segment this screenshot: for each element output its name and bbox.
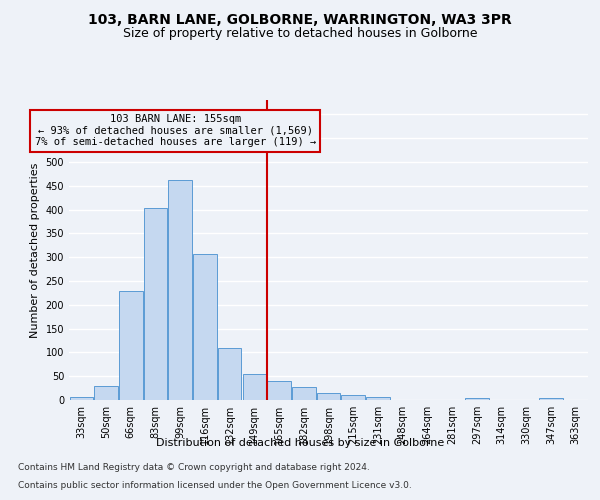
Text: Distribution of detached houses by size in Golborne: Distribution of detached houses by size …	[156, 438, 444, 448]
Bar	[292, 387, 316, 400]
Bar	[144, 208, 167, 400]
Bar	[119, 292, 143, 400]
Bar	[169, 180, 192, 400]
Text: Size of property relative to detached houses in Golborne: Size of property relative to detached ho…	[123, 28, 477, 40]
Bar	[539, 398, 563, 400]
Bar	[465, 398, 488, 400]
Bar	[341, 395, 365, 400]
Bar	[366, 396, 389, 400]
Text: Contains HM Land Registry data © Crown copyright and database right 2024.: Contains HM Land Registry data © Crown c…	[18, 464, 370, 472]
Bar	[268, 381, 291, 400]
Text: 103, BARN LANE, GOLBORNE, WARRINGTON, WA3 3PR: 103, BARN LANE, GOLBORNE, WARRINGTON, WA…	[88, 12, 512, 26]
Bar	[70, 396, 93, 400]
Bar	[94, 386, 118, 400]
Y-axis label: Number of detached properties: Number of detached properties	[30, 162, 40, 338]
Text: Contains public sector information licensed under the Open Government Licence v3: Contains public sector information licen…	[18, 481, 412, 490]
Bar	[218, 348, 241, 400]
Bar	[193, 254, 217, 400]
Bar	[242, 374, 266, 400]
Text: 103 BARN LANE: 155sqm
← 93% of detached houses are smaller (1,569)
7% of semi-de: 103 BARN LANE: 155sqm ← 93% of detached …	[35, 114, 316, 148]
Bar	[317, 394, 340, 400]
